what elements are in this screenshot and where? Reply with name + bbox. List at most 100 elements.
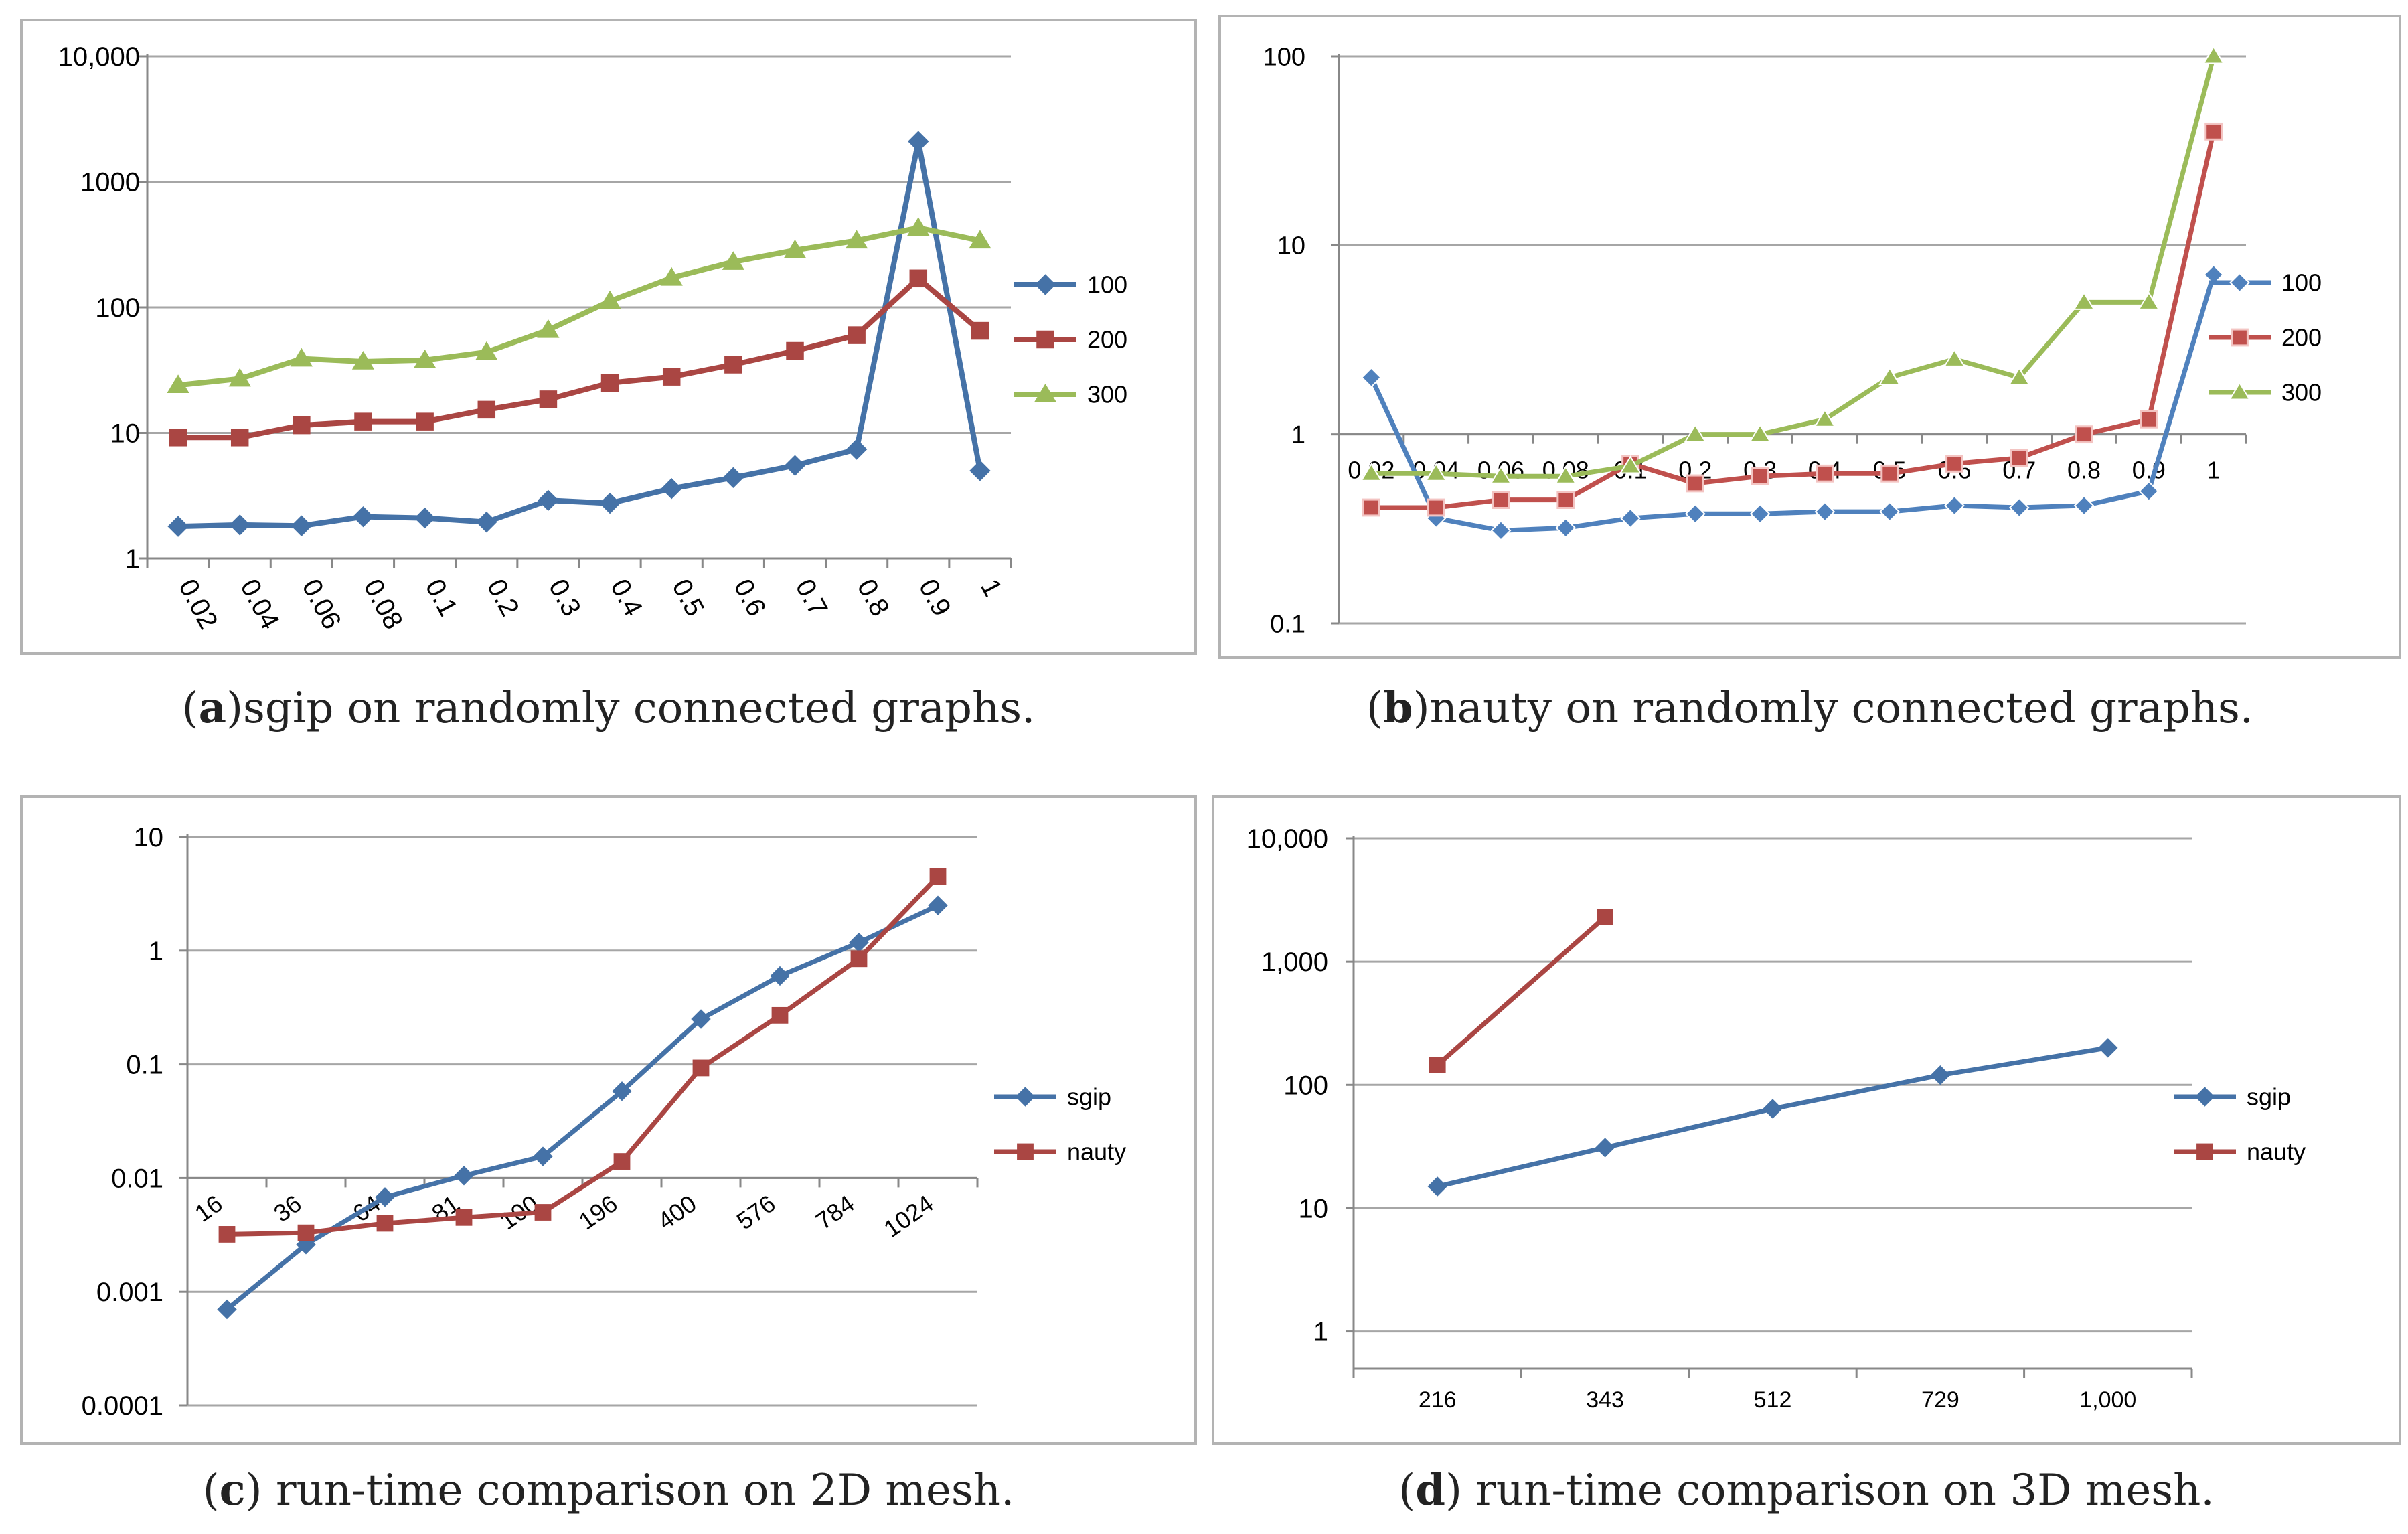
chart-a-point-200 [539,390,558,408]
chart-a-point-200 [416,412,434,431]
chart-b-point-300 [1749,423,1771,443]
chart-c-ytick-label: 0.001 [96,1278,163,1307]
chart-b-point-300 [2202,46,2225,64]
chart-b-legend-label: 300 [2281,379,2322,406]
chart-c-legend-label: sgip [1067,1083,1111,1111]
chart-c-legend-marker [1015,1087,1036,1107]
caption-c-text: run-time comparison on 2D mesh. [262,1466,1015,1515]
chart-a-xtick-label: 0.3 [543,574,586,621]
chart-c-point-nauty [850,950,868,968]
chart-a-point-300 [907,217,930,236]
chart-a-point-100 [229,514,250,536]
chart-b-series-line-300 [1371,56,2216,479]
chart-d-xtick-label: 1,000 [2079,1387,2136,1413]
chart-d-point-sgip [1595,1138,1615,1158]
chart-c-point-sgip [691,1009,711,1029]
chart-c-xtick-label: 784 [811,1189,860,1235]
chart-a-series-line-300 [177,225,981,388]
chart-a-point-300 [475,341,498,360]
chart-a-xtick-label: 0.1 [420,574,463,621]
chart-a-point-300 [351,350,375,370]
chart-a-point-200 [662,368,681,386]
chart-c-xtick-label: 576 [732,1189,781,1235]
chart-panel-b: 0.11101000.020.040.060.080.10.20.30.40.5… [1218,15,2401,659]
chart-d-ytick-label: 10,000 [1247,824,1328,854]
chart-a-xtick-label: 0.9 [913,574,957,621]
caption-a-letter: a [198,683,227,733]
caption-b-text: nauty on randomly connected graphs. [1429,684,2254,733]
chart-b-point-300 [1878,366,1901,386]
chart-b-ytick-label: 1 [1291,421,1305,449]
chart-a-series-line-100 [177,139,983,530]
chart-a-xtick-label: 0.7 [790,574,833,621]
chart-c-xtick-label: 1024 [878,1189,938,1243]
chart-b-point-100 [1814,501,1836,522]
chart-b-legend-marker [2229,382,2251,400]
chart-d-legend-marker [2196,1143,2213,1160]
chart-a-point-200 [971,321,989,340]
caption-d: (d) run-time comparison on 3D mesh. [1398,1465,2215,1515]
chart-b-point-200 [1492,491,1510,509]
chart-b-tick-labels: 0.11101000.020.040.060.080.10.20.30.40.5… [1263,43,2221,638]
chart-c-ytick-label: 1 [149,937,163,966]
chart-a-point-200 [909,269,928,288]
chart-a-point-300 [969,230,991,249]
chart-a-point-300 [228,368,251,387]
chart-b-point-100 [1360,367,1382,388]
caption-c-letter: c [219,1465,246,1515]
chart-c-axes [179,834,979,1407]
chart-d-tick-labels: 1 10 100 1,000 10,000 216 343 512 729 1,000 [1247,824,2137,1413]
chart-d-xtick-label: 729 [1921,1387,1959,1413]
caption-d-letter: d [1415,1465,1446,1515]
chart-c-series-line-nauty [226,874,940,1237]
chart-d-point-sgip [1930,1065,1951,1085]
chart-b-ytick-label: 0.1 [1270,610,1305,638]
chart-a-point-300 [598,290,621,309]
chart-a-xtick-label: 0.02 [173,574,223,634]
chart-a-point-300 [290,348,313,367]
chart-c-xtick-label: 196 [574,1189,623,1235]
chart-b-point-300 [1943,348,1965,367]
caption-a-text: sgip on randomly connected graphs. [243,684,1036,733]
chart-a-series-line-200 [178,275,982,441]
chart-c-ytick-label: 0.0001 [82,1391,163,1421]
chart-a-point-200 [230,429,249,447]
chart-c-xtick-label: 400 [653,1189,702,1235]
chart-b-ytick-label: 100 [1263,43,1305,71]
chart-d-legend-marker [2194,1087,2215,1107]
chart-a-point-200 [600,374,619,392]
caption-b-letter: b [1382,683,1413,733]
chart-b-point-200 [1362,498,1380,517]
chart-b-point-200 [2010,449,2028,467]
chart-a-xtick-label: 0.6 [728,574,771,621]
chart-b-point-200 [1686,474,1704,493]
chart-a-point-200 [848,326,866,344]
chart-b-point-200 [1945,455,1963,473]
chart-d-legend-label: nauty [2247,1138,2306,1166]
chart-a-ytick-label: 10,000 [58,42,140,72]
chart-a-ytick-label: 1 [125,544,140,574]
chart-c-point-sgip [533,1146,553,1166]
chart-a-xtick-label: 0.5 [666,574,710,621]
chart-d-gridlines [1354,837,2192,1333]
chart-c-point-sgip [770,966,790,986]
chart-a-point-100 [352,506,374,528]
chart-b-point-100 [2073,495,2095,516]
chart-panel-c: 0.0001 0.001 0.01 0.1 1 10 16 36 64 81 100 196 400 57… [20,795,1197,1445]
chart-a-series-300 [167,217,991,393]
chart-b: 0.11101000.020.040.060.080.10.20.30.40.5… [1263,43,2322,638]
chart-d-xtick-label: 343 [1586,1387,1624,1413]
chart-a-point-100 [538,489,559,512]
chart-c-legend: sgip nauty [994,1083,1126,1166]
chart-c-series-sgip [217,895,948,1320]
chart-b-point-200 [1556,491,1575,509]
chart-a-point-300 [783,239,807,258]
chart-c-point-nauty [376,1215,394,1232]
chart-b-legend-label: 200 [2281,324,2322,352]
chart-a-point-100 [661,477,682,500]
chart-a-xtick-label: 0.06 [296,574,346,634]
chart-c-ytick-label: 10 [134,823,164,852]
chart-panel-a: 1 10 100 1000 10,000 0.02 0.04 0.06 0.08 0.1 0.2 0.… [20,19,1197,655]
chart-d-ytick-label: 1,000 [1261,947,1328,977]
chart-a-point-300 [414,349,436,368]
